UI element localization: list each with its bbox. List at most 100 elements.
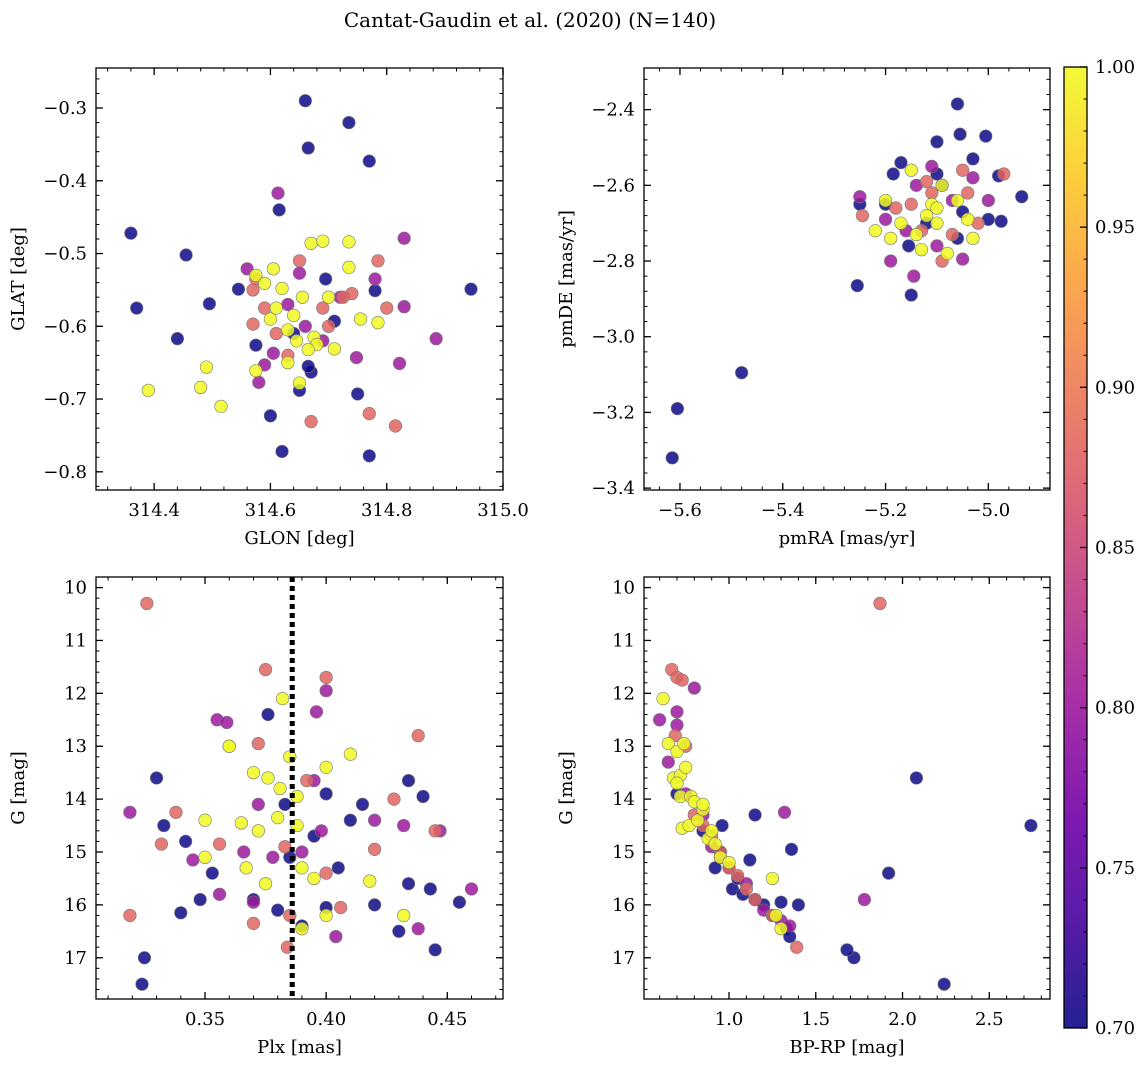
data-point-ax1-56 <box>304 236 318 250</box>
data-point-ax2-55 <box>961 212 975 226</box>
data-point-ax1-68 <box>292 376 307 390</box>
colorbar-tick-label: 0.85 <box>1095 538 1135 559</box>
data-point-ax3-27 <box>271 903 285 917</box>
x-tick-label: −5.2 <box>864 500 908 521</box>
y-tick-label: 10 <box>612 578 635 599</box>
y-tick-label: −0.7 <box>43 389 87 410</box>
y-tick-label: 16 <box>64 895 87 916</box>
data-point-ax1-44 <box>362 407 376 421</box>
data-point-ax3-35 <box>251 797 265 811</box>
data-point-ax4-55 <box>790 940 804 954</box>
y-tick-label: 15 <box>64 842 87 863</box>
data-point-ax1-33 <box>266 346 280 360</box>
data-point-ax1-67 <box>249 364 263 378</box>
data-point-ax3-78 <box>295 861 309 875</box>
data-point-ax2-37 <box>997 167 1011 181</box>
x-tick-label: 0.45 <box>427 1009 467 1030</box>
data-point-ax1-18 <box>249 338 263 352</box>
data-point-ax1-14 <box>362 449 376 463</box>
data-point-ax1-70 <box>269 301 283 315</box>
data-point-ax1-58 <box>342 235 356 249</box>
data-point-ax1-37 <box>298 319 312 333</box>
data-point-ax1-75 <box>327 342 341 356</box>
data-point-ax2-16 <box>902 239 916 253</box>
y-tick-label: −3.0 <box>591 327 635 348</box>
data-point-ax1-81 <box>287 308 301 322</box>
data-point-ax4-0 <box>937 977 951 991</box>
data-point-ax3-42 <box>397 818 411 833</box>
data-point-ax2-47 <box>920 174 934 189</box>
data-point-ax2-11 <box>1015 190 1029 204</box>
data-point-ax1-5 <box>130 301 144 315</box>
data-point-ax3-70 <box>246 766 261 780</box>
data-point-ax3-36 <box>319 684 333 698</box>
data-point-ax2-27 <box>956 252 970 266</box>
x-tick-label: 0.35 <box>185 1009 225 1030</box>
data-point-ax2-63 <box>966 231 980 245</box>
data-point-ax4-76 <box>765 871 779 886</box>
data-point-ax1-1 <box>342 115 356 130</box>
data-point-ax3-15 <box>331 861 345 875</box>
data-point-ax1-32 <box>252 375 266 389</box>
data-point-ax1-19 <box>319 272 333 286</box>
data-point-ax4-75 <box>722 855 736 870</box>
axes-frame-ax4 <box>643 576 1051 1000</box>
colorbar-tick-label: 1.00 <box>1095 57 1135 78</box>
y-tick-label: −2.6 <box>591 175 635 196</box>
data-point-ax2-9 <box>966 152 980 166</box>
data-point-ax3-69 <box>222 739 236 753</box>
data-point-ax3-16 <box>343 813 357 827</box>
data-point-ax4-8 <box>748 808 762 822</box>
y-tick-label: −0.3 <box>43 98 87 119</box>
data-point-ax2-24 <box>907 269 921 283</box>
data-point-ax3-79 <box>295 922 309 936</box>
x-tick-label: 314.8 <box>361 500 413 521</box>
data-point-ax2-62 <box>884 231 898 245</box>
data-point-ax3-40 <box>329 929 343 944</box>
data-point-ax3-55 <box>258 662 273 677</box>
data-point-ax2-39 <box>956 163 970 177</box>
data-point-ax4-4 <box>1024 818 1038 833</box>
data-point-ax2-14 <box>886 167 900 181</box>
colorbar-tick-label: 0.90 <box>1095 377 1135 398</box>
data-point-ax3-18 <box>368 898 382 912</box>
data-point-ax1-7 <box>170 332 184 346</box>
data-point-ax2-0 <box>665 451 679 465</box>
data-point-ax3-53 <box>246 916 261 930</box>
x-tick-label: −5.4 <box>761 500 805 521</box>
x-axis-label: GLON [deg] <box>244 528 354 549</box>
data-point-ax2-40 <box>925 186 939 200</box>
data-point-ax3-31 <box>220 715 234 730</box>
data-point-ax2-7 <box>979 129 993 143</box>
y-axis-label: G [mag] <box>8 751 29 824</box>
data-point-ax3-0 <box>135 977 149 991</box>
data-point-ax4-11 <box>708 861 722 875</box>
data-point-ax2-30 <box>925 159 939 174</box>
data-point-ax1-63 <box>141 383 155 397</box>
colorbar-tick-label: 0.80 <box>1095 698 1135 719</box>
figure-title: Cantat-Gaudin et al. (2020) (N=140) <box>343 8 717 32</box>
y-tick-label: 15 <box>612 842 635 863</box>
data-point-ax3-25 <box>452 895 466 909</box>
data-point-ax3-80 <box>319 760 333 774</box>
data-point-ax4-24 <box>653 713 667 727</box>
data-point-ax2-25 <box>853 190 867 204</box>
data-point-ax2-44 <box>945 227 959 242</box>
data-point-ax1-8 <box>202 297 216 311</box>
data-point-ax1-9 <box>231 282 246 296</box>
data-point-ax4-63 <box>679 760 693 774</box>
data-point-ax1-74 <box>301 342 315 357</box>
data-point-ax3-2 <box>149 771 164 785</box>
data-point-ax1-20 <box>368 284 382 298</box>
data-point-ax1-43 <box>388 419 403 433</box>
data-point-ax2-13 <box>894 156 908 170</box>
data-point-ax2-41 <box>904 197 918 211</box>
data-point-ax4-3 <box>909 771 924 785</box>
data-point-ax3-83 <box>343 747 357 761</box>
data-point-ax1-11 <box>464 282 478 296</box>
data-point-ax3-85 <box>397 908 411 923</box>
data-point-ax4-9 <box>743 853 757 867</box>
y-tick-label: −0.4 <box>43 171 87 192</box>
data-point-ax1-42 <box>380 301 394 315</box>
data-point-ax2-35 <box>930 239 944 253</box>
